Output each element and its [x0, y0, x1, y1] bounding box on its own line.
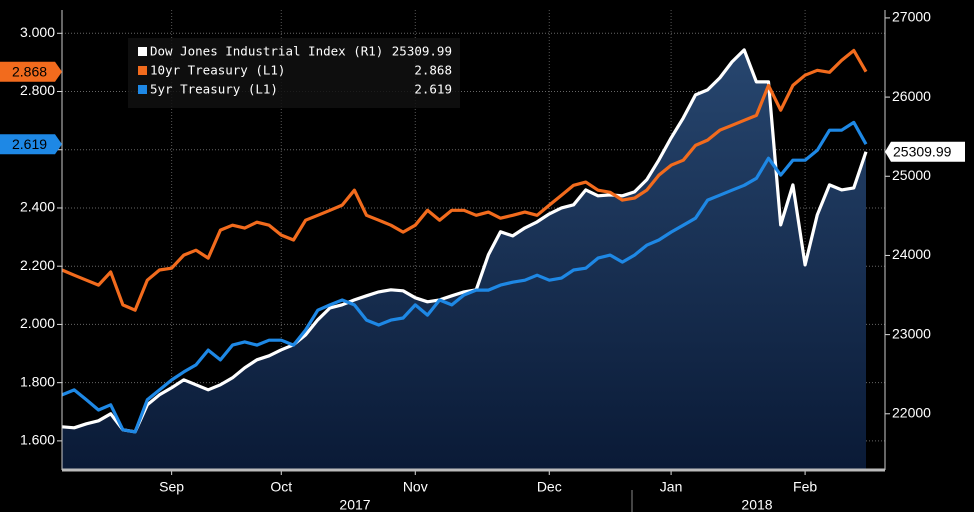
value-tag-label: 2.868: [12, 63, 47, 79]
y-tick-label: 2.200: [20, 257, 55, 273]
x-tick-label: Oct: [270, 479, 292, 495]
y2-tick-label: 24000: [892, 246, 931, 262]
legend-label: Dow Jones Industrial Index (R1): [150, 44, 383, 59]
line: [61, 48, 868, 434]
legend-label: 5yr Treasury (L1): [150, 82, 278, 97]
year-label: 2017: [339, 497, 370, 512]
x-tick-label: Dec: [537, 479, 562, 495]
y2-tick-label: 26000: [892, 88, 931, 104]
y-tick-label: 2.800: [20, 82, 55, 98]
value-tag: [0, 61, 62, 82]
y2-tick-label: 25000: [892, 167, 931, 183]
y-tick-label: 2.000: [20, 315, 55, 331]
axes: 1.6001.8002.0002.2002.4002.6002.8003.000…: [0, 9, 965, 512]
x-tick-label: Nov: [403, 479, 428, 495]
value-tag-label: 2.619: [12, 136, 47, 152]
legend-value: 2.868: [414, 63, 452, 78]
x-tick-label: Feb: [793, 479, 817, 495]
legend-swatch: [138, 66, 147, 75]
y-tick-label: 3.000: [20, 24, 55, 40]
value-tag-label: 25309.99: [893, 143, 952, 159]
legend-swatch: [138, 47, 147, 56]
area-fill: [62, 49, 866, 471]
y2-tick-label: 23000: [892, 325, 931, 341]
y-tick-label: 2.400: [20, 199, 55, 215]
y-tick-label: 1.600: [20, 432, 55, 448]
x-tick-label: Sep: [159, 479, 184, 495]
legend: Dow Jones Industrial Index (R1) 25309.99 1…: [128, 38, 460, 108]
legend-value: 2.619: [414, 82, 452, 97]
legend-swatch: [138, 85, 147, 94]
year-label: 2018: [741, 497, 772, 512]
value-tag: [885, 141, 965, 162]
y2-tick-label: 27000: [892, 9, 931, 25]
line: [61, 120, 868, 434]
x-tick-label: Jan: [660, 479, 683, 495]
legend-label: 10yr Treasury (L1): [150, 63, 285, 78]
y2-tick-label: 22000: [892, 404, 931, 420]
line: [61, 48, 868, 312]
plot: [61, 48, 868, 471]
legend-box: [128, 38, 460, 108]
legend-value: 25309.99: [392, 44, 452, 59]
value-tag: [0, 134, 62, 155]
y-tick-label: 1.800: [20, 373, 55, 389]
